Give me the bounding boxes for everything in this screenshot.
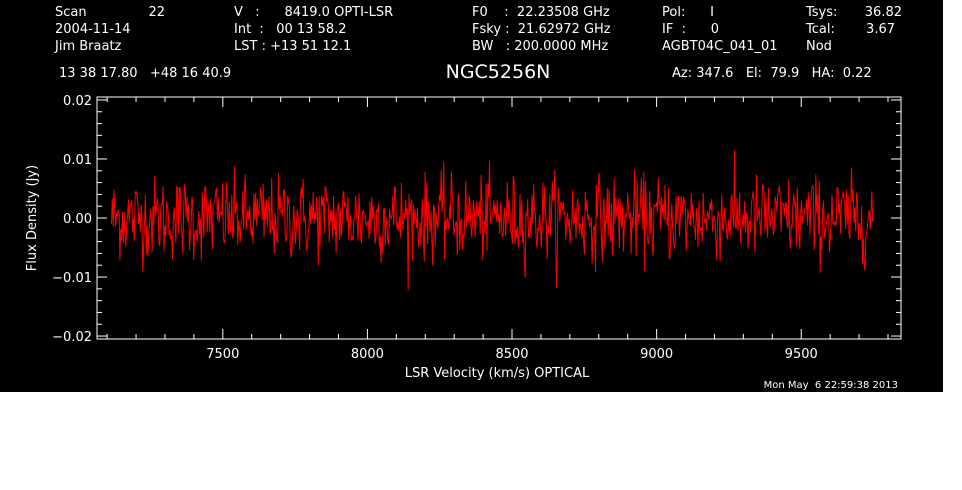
lst-info: LST : +13 51 12.1	[234, 39, 352, 54]
sky-frequency: Fsky : 21.62972 GHz	[472, 22, 611, 37]
x-tick-label: 8000	[351, 347, 384, 362]
polarization: Pol: I	[662, 5, 714, 20]
scan-label: Scan	[55, 5, 87, 20]
project-id: AGBT04C_041_01	[662, 39, 778, 54]
y-tick-label: −0.01	[52, 271, 92, 286]
y-tick-label: 0.01	[63, 153, 92, 168]
source-coordinates: 13 38 17.80 +48 16 40.9	[59, 66, 232, 81]
timestamp: Mon May 6 22:59:38 2013	[763, 380, 898, 391]
y-axis-label: Flux Density (Jy)	[25, 165, 40, 271]
source-name: NGC5256N	[445, 61, 551, 83]
tsys-label: Tsys:	[806, 5, 838, 20]
pointing-info: Az: 347.6 El: 79.9 HA: 0.22	[672, 66, 872, 81]
obs-date: 2004-11-14	[55, 22, 131, 37]
x-tick-label: 7500	[206, 347, 239, 362]
bandwidth: BW : 200.0000 MHz	[472, 39, 609, 54]
axes: 7500 8000 8500 9000 9500 −0.02 −0.01 0.00 0.01 0.…	[52, 94, 901, 362]
scan-number: 22	[148, 5, 165, 20]
x-axis-label: LSR Velocity (km/s) OPTICAL	[405, 366, 590, 381]
spectrum-series	[110, 150, 875, 290]
tcal-label: Tcal:	[806, 22, 835, 37]
velocity-info: V : 8419.0 OPTI-LSR	[234, 5, 394, 20]
rest-frequency: F0 : 22.23508 GHz	[472, 5, 610, 20]
switching-mode: Nod	[806, 39, 832, 54]
observer-name: Jim Braatz	[55, 39, 122, 54]
y-tick-label: 0.02	[63, 94, 92, 109]
plot-window: Scan 22 2004-11-14 Jim Braatz V : 8419.0…	[0, 0, 943, 392]
y-tick-label: 0.00	[63, 212, 92, 227]
spectrum-line	[110, 150, 875, 290]
x-tick-label: 9500	[785, 347, 818, 362]
y-tick-label: −0.02	[52, 330, 92, 345]
integration-info: Int : 00 13 58.2	[234, 22, 347, 37]
x-tick-label: 9000	[640, 347, 673, 362]
spectrum-chart: 7500 8000 8500 9000 9500 −0.02 −0.01 0.00 0.01 0.…	[25, 94, 902, 381]
tcal-value: 3.67	[866, 22, 895, 37]
tsys-value: 36.82	[864, 5, 902, 20]
x-tick-label: 8500	[495, 347, 528, 362]
if-number: IF : 0	[662, 22, 720, 37]
